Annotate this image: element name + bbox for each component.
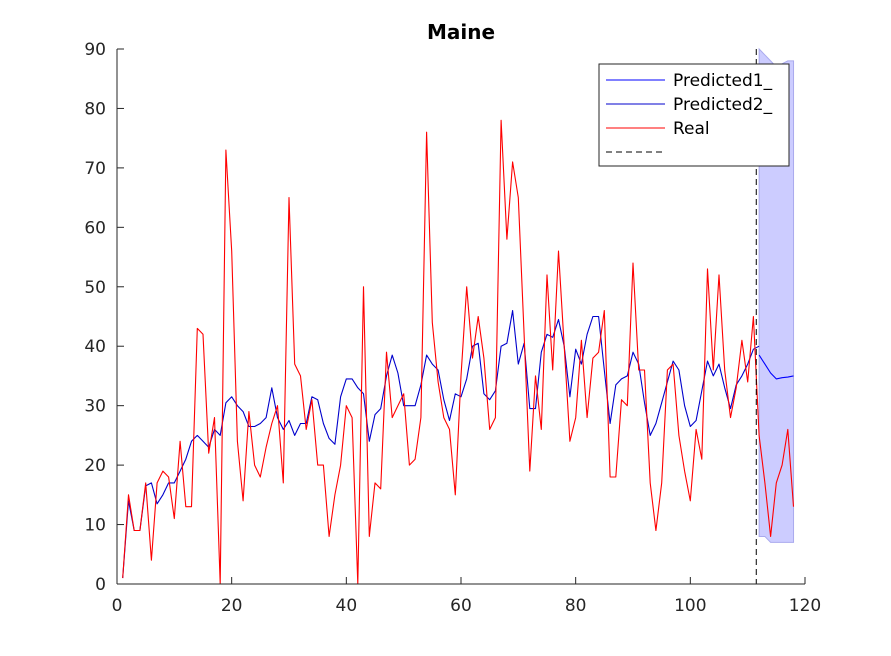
y-tick-label: 30	[84, 397, 106, 417]
y-tick-label: 40	[84, 337, 106, 357]
x-tick-label: 0	[112, 596, 123, 616]
y-tick-label: 80	[84, 99, 106, 119]
x-tick-label: 40	[336, 596, 358, 616]
confidence-band	[758, 47, 795, 543]
y-tick-label: 70	[84, 159, 106, 179]
y-tick-label: 10	[84, 516, 106, 536]
chart-title: Maine	[427, 20, 495, 44]
y-tick-label: 20	[84, 456, 106, 476]
x-tick-label: 80	[565, 596, 587, 616]
series-line-predicted2	[122, 310, 760, 579]
y-tick-label: 0	[95, 575, 106, 595]
series-line-real	[122, 119, 795, 585]
series-line-predicted1	[758, 354, 794, 380]
legend-label: Real	[673, 119, 710, 139]
axes: 0 20 40 60 80 100 120 0 10 20 30 40 50 60 70 80 90	[84, 40, 821, 616]
legend: Predicted1_ Predicted2_ Real	[598, 63, 790, 167]
x-tick-label: 120	[789, 596, 821, 616]
x-tick-label: 100	[674, 596, 706, 616]
y-tick-label: 60	[84, 218, 106, 238]
plot-area	[122, 47, 795, 585]
y-tick-label: 50	[84, 278, 106, 298]
legend-label: Predicted2_	[673, 95, 773, 115]
legend-label: Predicted1_	[673, 71, 773, 91]
x-tick-label: 60	[450, 596, 472, 616]
y-tick-label: 90	[84, 40, 106, 60]
x-tick-label: 20	[221, 596, 243, 616]
legend-box	[598, 63, 790, 167]
